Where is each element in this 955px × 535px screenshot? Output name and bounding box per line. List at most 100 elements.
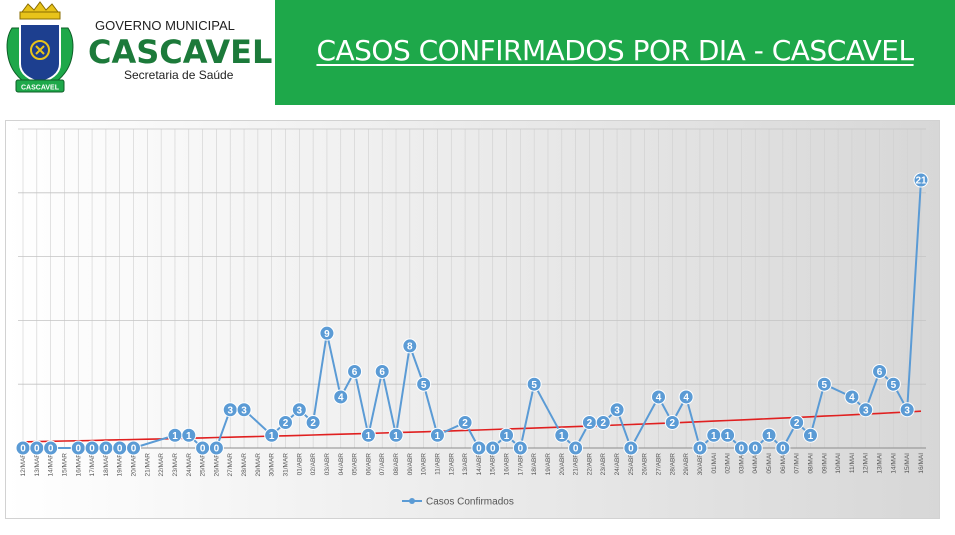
x-tick-label: 11/MAI xyxy=(849,453,856,473)
data-marker xyxy=(623,440,639,456)
data-label: 6 xyxy=(379,367,385,378)
x-tick-label: 12/MAI xyxy=(863,453,870,474)
data-marker xyxy=(554,427,570,443)
data-marker xyxy=(747,440,763,456)
x-tick-label: 27/ABR xyxy=(656,453,663,476)
data-point: 0 xyxy=(112,440,128,456)
data-marker xyxy=(208,440,224,456)
x-tick-label: 21/MAR xyxy=(144,453,151,477)
data-point: 2 xyxy=(595,414,611,430)
data-label: 2 xyxy=(600,418,606,429)
data-marker xyxy=(374,363,390,379)
data-label: 1 xyxy=(766,431,772,442)
data-label: 0 xyxy=(34,444,40,455)
x-tick-label: 27/MAR xyxy=(227,453,234,477)
data-label: 0 xyxy=(200,444,206,455)
data-label: 2 xyxy=(283,418,289,429)
data-label: 1 xyxy=(172,431,178,442)
data-point: 3 xyxy=(609,402,625,418)
data-point: 0 xyxy=(43,440,59,456)
data-label: 0 xyxy=(697,444,703,455)
data-point: 0 xyxy=(512,440,528,456)
data-label: 5 xyxy=(531,380,537,391)
x-tick-label: 28/MAR xyxy=(241,453,248,477)
x-tick-label: 30/MAR xyxy=(269,453,276,477)
x-tick-label: 06/ABR xyxy=(365,453,372,476)
x-tick-label: 05/MAI xyxy=(766,453,773,474)
data-point: 0 xyxy=(692,440,708,456)
data-label: 3 xyxy=(614,405,620,416)
x-tick-label: 18/MAR xyxy=(103,453,110,477)
x-tick-label: 10/ABR xyxy=(421,453,428,476)
data-label: 0 xyxy=(739,444,745,455)
x-tick-label: 25/ABR xyxy=(628,453,635,476)
data-point: 1 xyxy=(499,427,515,443)
data-point: 0 xyxy=(471,440,487,456)
x-tick-label: 16/ABR xyxy=(504,453,511,476)
data-point: 0 xyxy=(208,440,224,456)
coat-of-arms-icon: CASCAVEL xyxy=(6,1,74,93)
data-marker xyxy=(512,440,528,456)
logo-top-text: GOVERNO MUNICIPAL xyxy=(95,18,235,33)
data-label: 0 xyxy=(214,444,220,455)
x-tick-label: 30/ABR xyxy=(697,453,704,476)
data-marker xyxy=(872,363,888,379)
x-tick-label: 15/ABR xyxy=(490,453,497,476)
x-tick-label: 18/ABR xyxy=(531,453,538,476)
data-point: 0 xyxy=(126,440,142,456)
data-label: 0 xyxy=(780,444,786,455)
data-label: 8 xyxy=(407,342,413,353)
x-tick-label: 16/MAR xyxy=(75,453,82,477)
data-label: 0 xyxy=(117,444,123,455)
x-tick-label: 22/MAR xyxy=(158,453,165,477)
data-marker xyxy=(291,402,307,418)
x-tick-label: 02/MAI xyxy=(725,453,732,474)
x-tick-label: 22/ABR xyxy=(586,453,593,476)
data-marker xyxy=(678,389,694,405)
data-label: 0 xyxy=(476,444,482,455)
data-label: 2 xyxy=(670,418,676,429)
x-tick-label: 15/MAI xyxy=(904,453,911,474)
line-chart: 12/MAR 13/MAR 14/MAR 15/MAR 16/MAR 17/MAR 18/M… xyxy=(6,121,939,518)
data-label: 3 xyxy=(863,405,869,416)
x-tick-label: 09/MAI xyxy=(821,453,828,474)
x-tick-label: 08/ABR xyxy=(393,453,400,476)
data-marker xyxy=(816,376,832,392)
data-label: 5 xyxy=(421,380,427,391)
x-tick-label: 16/MAI xyxy=(918,453,925,474)
data-marker xyxy=(651,389,667,405)
data-marker xyxy=(416,376,432,392)
data-point: 0 xyxy=(84,440,100,456)
data-marker xyxy=(499,427,515,443)
data-point: 5 xyxy=(526,376,542,392)
data-point: 21 xyxy=(913,172,929,188)
data-marker xyxy=(402,338,418,354)
legend: Casos Confirmados xyxy=(402,497,514,508)
data-point: 1 xyxy=(388,427,404,443)
data-marker xyxy=(43,440,59,456)
data-point: 5 xyxy=(416,376,432,392)
data-marker xyxy=(457,414,473,430)
data-label: 2 xyxy=(462,418,468,429)
x-tick-label: 12/MAR xyxy=(20,453,27,477)
logo-subtitle: Secretaria de Saúde xyxy=(124,68,234,82)
chart-panel: 12/MAR 13/MAR 14/MAR 15/MAR 16/MAR 17/MAR 18/M… xyxy=(5,120,940,519)
data-point: 0 xyxy=(195,440,211,456)
data-label: 1 xyxy=(435,431,441,442)
data-point: 1 xyxy=(181,427,197,443)
data-label: 1 xyxy=(269,431,275,442)
x-tick-label: 05/ABR xyxy=(352,453,359,476)
data-marker xyxy=(885,376,901,392)
x-tick-label: 09/ABR xyxy=(407,453,414,476)
crest-banner: CASCAVEL xyxy=(21,85,60,92)
data-label: 0 xyxy=(131,444,137,455)
data-point: 6 xyxy=(347,363,363,379)
x-tick-label: 14/MAI xyxy=(890,453,897,474)
x-tick-label: 31/MAR xyxy=(282,453,289,477)
data-point: 9 xyxy=(319,325,335,341)
data-label: 2 xyxy=(794,418,800,429)
data-marker xyxy=(429,427,445,443)
data-marker xyxy=(126,440,142,456)
data-label: 0 xyxy=(75,444,81,455)
data-label: 1 xyxy=(711,431,717,442)
